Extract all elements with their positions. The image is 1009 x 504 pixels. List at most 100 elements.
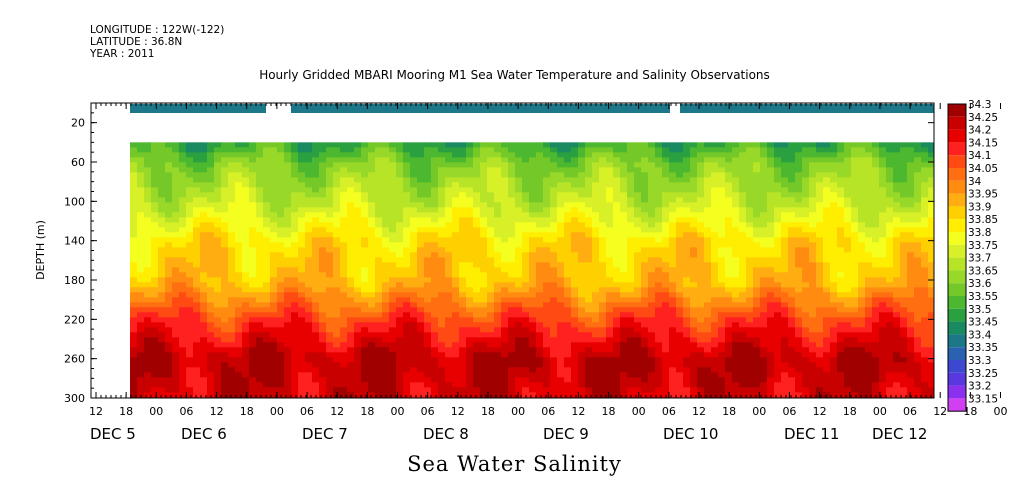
heatmap-cell — [340, 197, 348, 203]
heatmap-cell — [333, 227, 341, 233]
heatmap-cell — [347, 302, 355, 308]
heatmap-cell — [326, 327, 334, 333]
heatmap-cell — [382, 352, 390, 358]
heatmap-cell — [242, 342, 250, 348]
heatmap-cell — [466, 232, 474, 238]
heatmap-cell — [718, 227, 726, 233]
heatmap-cell — [781, 342, 789, 348]
heatmap-cell — [284, 297, 292, 303]
heatmap-cell — [410, 337, 418, 343]
heatmap-cell — [445, 152, 453, 158]
heatmap-cell — [571, 357, 579, 363]
heatmap-cell — [221, 302, 229, 308]
heatmap-cell — [235, 232, 243, 238]
heatmap-cell — [578, 232, 586, 238]
heatmap-cell — [130, 302, 138, 308]
heatmap-cell — [354, 152, 362, 158]
heatmap-cell — [662, 167, 670, 173]
heatmap-cell — [718, 392, 726, 398]
heatmap-cell — [403, 217, 411, 223]
heatmap-cell — [711, 347, 719, 353]
heatmap-cell — [354, 357, 362, 363]
heatmap-cell — [543, 177, 551, 183]
heatmap-cell — [284, 347, 292, 353]
heatmap-cell — [375, 377, 383, 383]
heatmap-cell — [200, 157, 208, 163]
heatmap-cell — [158, 147, 166, 153]
heatmap-cell — [648, 227, 656, 233]
heatmap-cell — [718, 372, 726, 378]
heatmap-cell — [389, 272, 397, 278]
heatmap-cell — [263, 257, 271, 263]
heatmap-cell — [466, 282, 474, 288]
heatmap-cell — [669, 207, 677, 213]
heatmap-cell — [459, 167, 467, 173]
heatmap-cell — [354, 247, 362, 253]
heatmap-cell — [711, 337, 719, 343]
heatmap-cell — [571, 222, 579, 228]
heatmap-cell — [144, 347, 152, 353]
heatmap-cell — [235, 337, 243, 343]
heatmap-cell — [543, 192, 551, 198]
heatmap-cell — [655, 367, 663, 373]
heatmap-cell — [641, 262, 649, 268]
heatmap-cell — [361, 332, 369, 338]
heatmap-cell — [606, 192, 614, 198]
heatmap-cell — [312, 272, 320, 278]
heatmap-cell — [648, 222, 656, 228]
heatmap-cell — [508, 387, 516, 393]
heatmap-cell — [578, 147, 586, 153]
heatmap-cell — [375, 172, 383, 178]
heatmap-cell — [151, 302, 159, 308]
heatmap-cell — [144, 292, 152, 298]
heatmap-cell — [179, 347, 187, 353]
heatmap-cell — [130, 332, 138, 338]
heatmap-cell — [753, 217, 761, 223]
heatmap-cell — [403, 247, 411, 253]
heatmap-cell — [697, 287, 705, 293]
heatmap-cell — [263, 147, 271, 153]
heatmap-cell — [298, 182, 306, 188]
heatmap-cell — [494, 157, 502, 163]
heatmap-cell — [277, 147, 285, 153]
heatmap-cell — [354, 382, 362, 388]
heatmap-cell — [585, 342, 593, 348]
heatmap-cell — [501, 367, 509, 373]
heatmap-cell — [515, 232, 523, 238]
heatmap-cell — [641, 197, 649, 203]
heatmap-cell — [760, 347, 768, 353]
heatmap-cell — [291, 162, 299, 168]
heatmap-cell — [634, 167, 642, 173]
heatmap-cell — [368, 257, 376, 263]
heatmap-cell — [186, 257, 194, 263]
heatmap-cell — [515, 317, 523, 323]
heatmap-cell — [599, 267, 607, 273]
year-label: YEAR : 2011 — [90, 48, 155, 60]
heatmap-cell — [494, 327, 502, 333]
heatmap-cell — [130, 262, 138, 268]
heatmap-cell — [501, 217, 509, 223]
heatmap-cell — [312, 232, 320, 238]
heatmap-cell — [326, 152, 334, 158]
heatmap-cell — [410, 177, 418, 183]
heatmap-cell — [193, 357, 201, 363]
heatmap-cell — [375, 352, 383, 358]
heatmap-cell — [515, 387, 523, 393]
heatmap-cell — [662, 357, 670, 363]
heatmap-cell — [375, 157, 383, 163]
heatmap-cell — [571, 337, 579, 343]
heatmap-cell — [725, 262, 733, 268]
heatmap-cell — [774, 327, 782, 333]
heatmap-cell — [613, 147, 621, 153]
heatmap-cell — [403, 142, 411, 148]
heatmap-cell — [319, 207, 327, 213]
heatmap-cell — [312, 167, 320, 173]
heatmap-cell — [578, 287, 586, 293]
heatmap-cell — [648, 237, 656, 243]
heatmap-cell — [130, 327, 138, 333]
heatmap-cell — [305, 242, 313, 248]
heatmap-cell — [788, 282, 796, 288]
heatmap-cell — [319, 182, 327, 188]
heatmap-cell — [361, 282, 369, 288]
heatmap-cell — [438, 267, 446, 273]
